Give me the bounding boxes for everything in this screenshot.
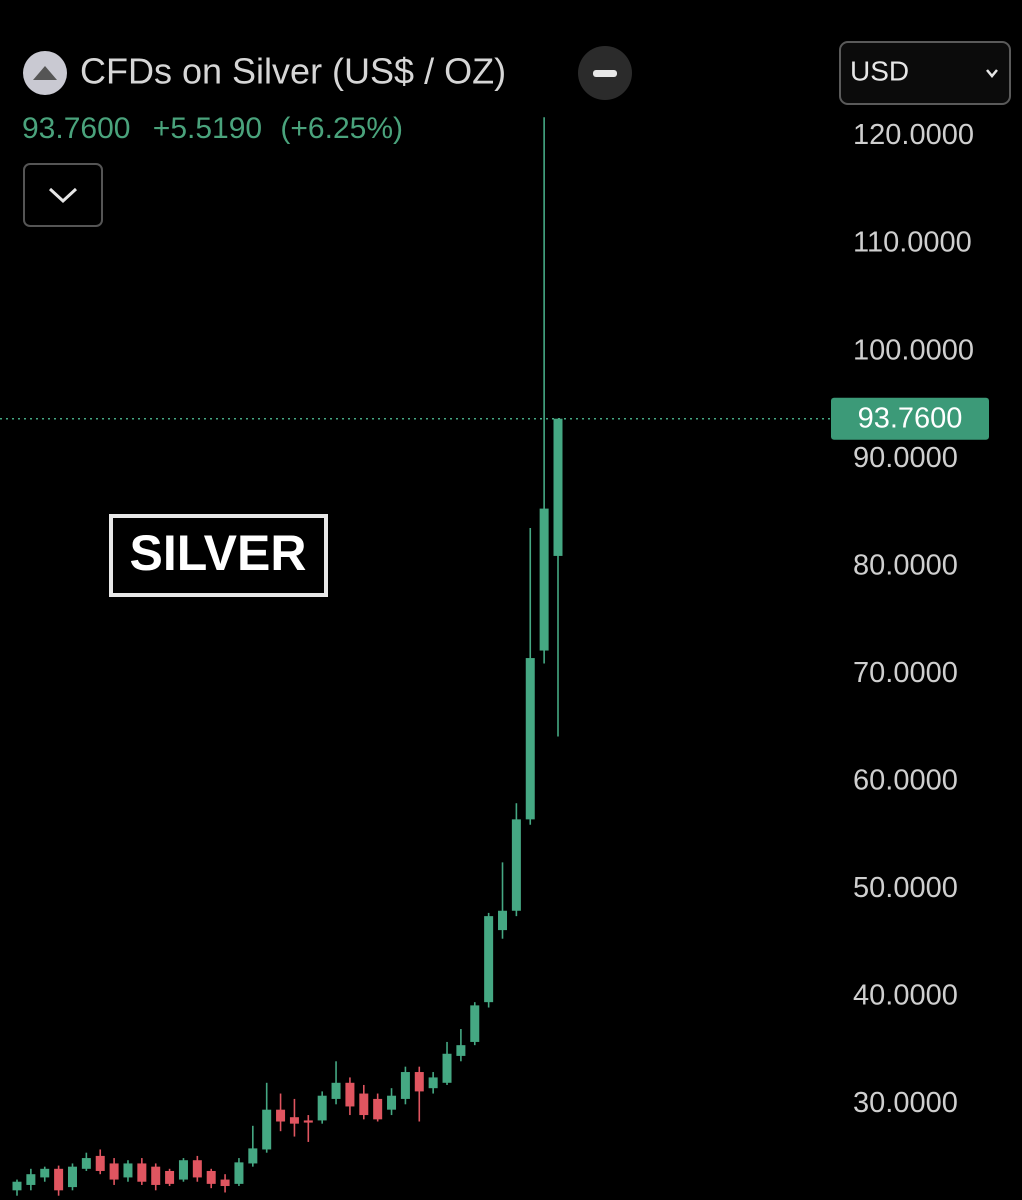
candle-body [67,1166,77,1188]
expand-button[interactable] [23,163,103,227]
candle-body [470,1005,480,1042]
candle-body [400,1072,410,1099]
candle-body [206,1170,216,1184]
y-tick-label: 80.0000 [853,549,958,581]
candle-body [498,910,508,931]
candle-body [276,1109,286,1122]
candle-body [484,916,494,1003]
last-price: 93.7600 [22,112,130,145]
candle-body [553,418,563,556]
candle-body [40,1168,50,1178]
plot-area: 30.0000 40.0000 50.0000 60.0000 70.0000 80.00… [0,117,989,1196]
symbol-title: CFDs on Silver (US$ / OZ) [80,51,506,92]
candle-body [428,1077,438,1089]
candle-body [95,1155,105,1171]
candle-body [289,1117,299,1124]
candle-body [54,1168,64,1191]
candle-body [151,1166,161,1185]
candle-body [12,1181,22,1191]
select-chevron [986,69,998,78]
candle-body [317,1095,327,1121]
price-change-pct: (+6.25%) [280,112,403,145]
candle-body [359,1093,369,1116]
candle-body [511,819,521,911]
candle-body [331,1082,341,1099]
expand-chevron [48,187,78,204]
candle-body [539,508,549,651]
y-tick-label: 120.0000 [853,119,974,151]
candle-body [456,1045,466,1056]
candle-body [123,1163,133,1178]
candle-body [220,1179,230,1187]
y-tick-label: 110.0000 [853,227,972,259]
y-tick-label: 70.0000 [853,657,958,689]
candle-body [442,1053,452,1083]
quote-line: 93.7600 +5.5190 (+6.25%) [22,112,403,145]
candle-body [137,1163,147,1182]
collapse-icon [593,70,617,77]
candle-body [192,1160,202,1178]
price-change: +5.5190 [153,112,262,145]
annotation: SILVER [130,525,307,581]
candle-body [248,1148,258,1164]
candle-body [345,1082,355,1107]
y-tick-label: 60.0000 [853,764,958,796]
price-tag [831,397,989,440]
candle-body [81,1158,91,1169]
candle-body [414,1072,424,1092]
candle-body [525,658,535,820]
candle-body [165,1170,175,1184]
y-tick-label: 50.0000 [853,872,958,904]
candle-body [234,1162,244,1184]
price-tag-label: 93.7600 [858,402,963,434]
candle-body [178,1160,188,1180]
candle-body [262,1109,272,1150]
candle-body [373,1098,383,1120]
y-tick-label: 30.0000 [853,1087,958,1119]
candle-body [26,1174,36,1185]
y-tick-label: 100.0000 [853,334,974,366]
candle-body [303,1120,313,1123]
currency-label: USD [850,55,909,86]
annotation-box [109,514,328,597]
candle-body [109,1163,119,1180]
candle-body [387,1095,397,1110]
symbol-icon-glyph [33,66,57,80]
currency-select[interactable] [839,41,1011,105]
y-tick-label: 40.0000 [853,979,958,1011]
y-tick-label: 90.0000 [853,442,958,474]
